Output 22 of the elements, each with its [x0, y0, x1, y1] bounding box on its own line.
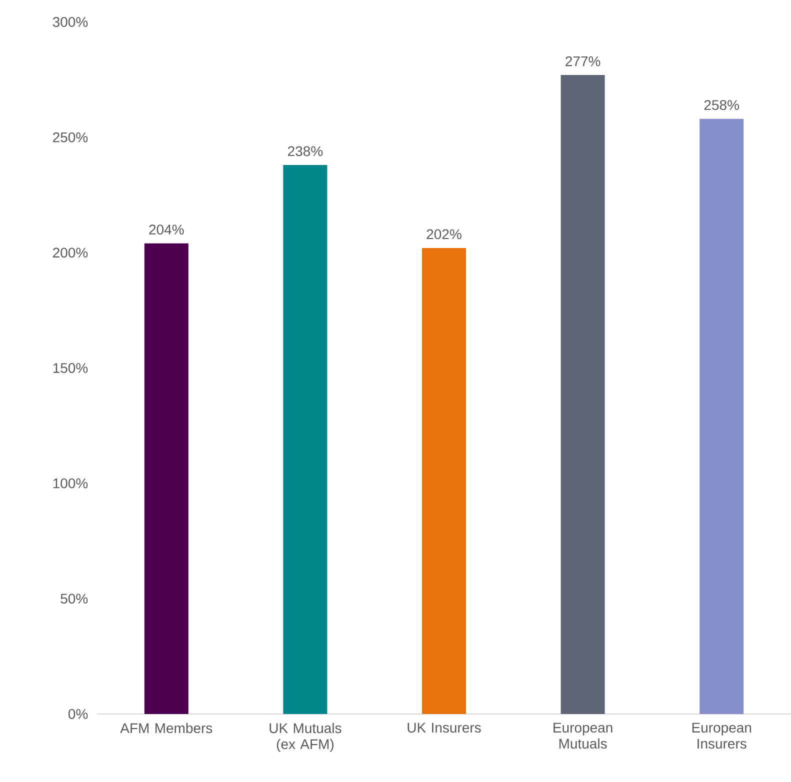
- data-label: 238%: [288, 146, 323, 156]
- bar: [560, 75, 605, 714]
- y-tick-label: 250%: [53, 132, 88, 142]
- data-label: 204%: [149, 224, 184, 235]
- bar: [422, 248, 466, 714]
- y-tick-label: 200%: [53, 248, 88, 258]
- data-label: 277%: [566, 56, 600, 66]
- bar: [700, 118, 744, 714]
- x-tick-label: AFM Members: [120, 722, 212, 734]
- bar: [283, 165, 328, 714]
- y-tick-label: 50%: [60, 594, 88, 604]
- y-tick-label: 300%: [52, 17, 88, 27]
- data-label: 258%: [704, 100, 740, 110]
- x-tick-label: UK Insurers: [408, 722, 481, 733]
- x-tick-label: UK Mutuals (ex AFM): [270, 722, 342, 752]
- bar: [144, 243, 188, 714]
- x-tick-label: European Insurers: [692, 722, 752, 749]
- x-tick-label: European Mutuals: [554, 722, 612, 749]
- y-tick-label: 100%: [53, 478, 88, 488]
- y-tick-label: 0%: [68, 709, 88, 719]
- y-tick-label: 150%: [53, 363, 88, 373]
- data-label: 202%: [426, 229, 462, 240]
